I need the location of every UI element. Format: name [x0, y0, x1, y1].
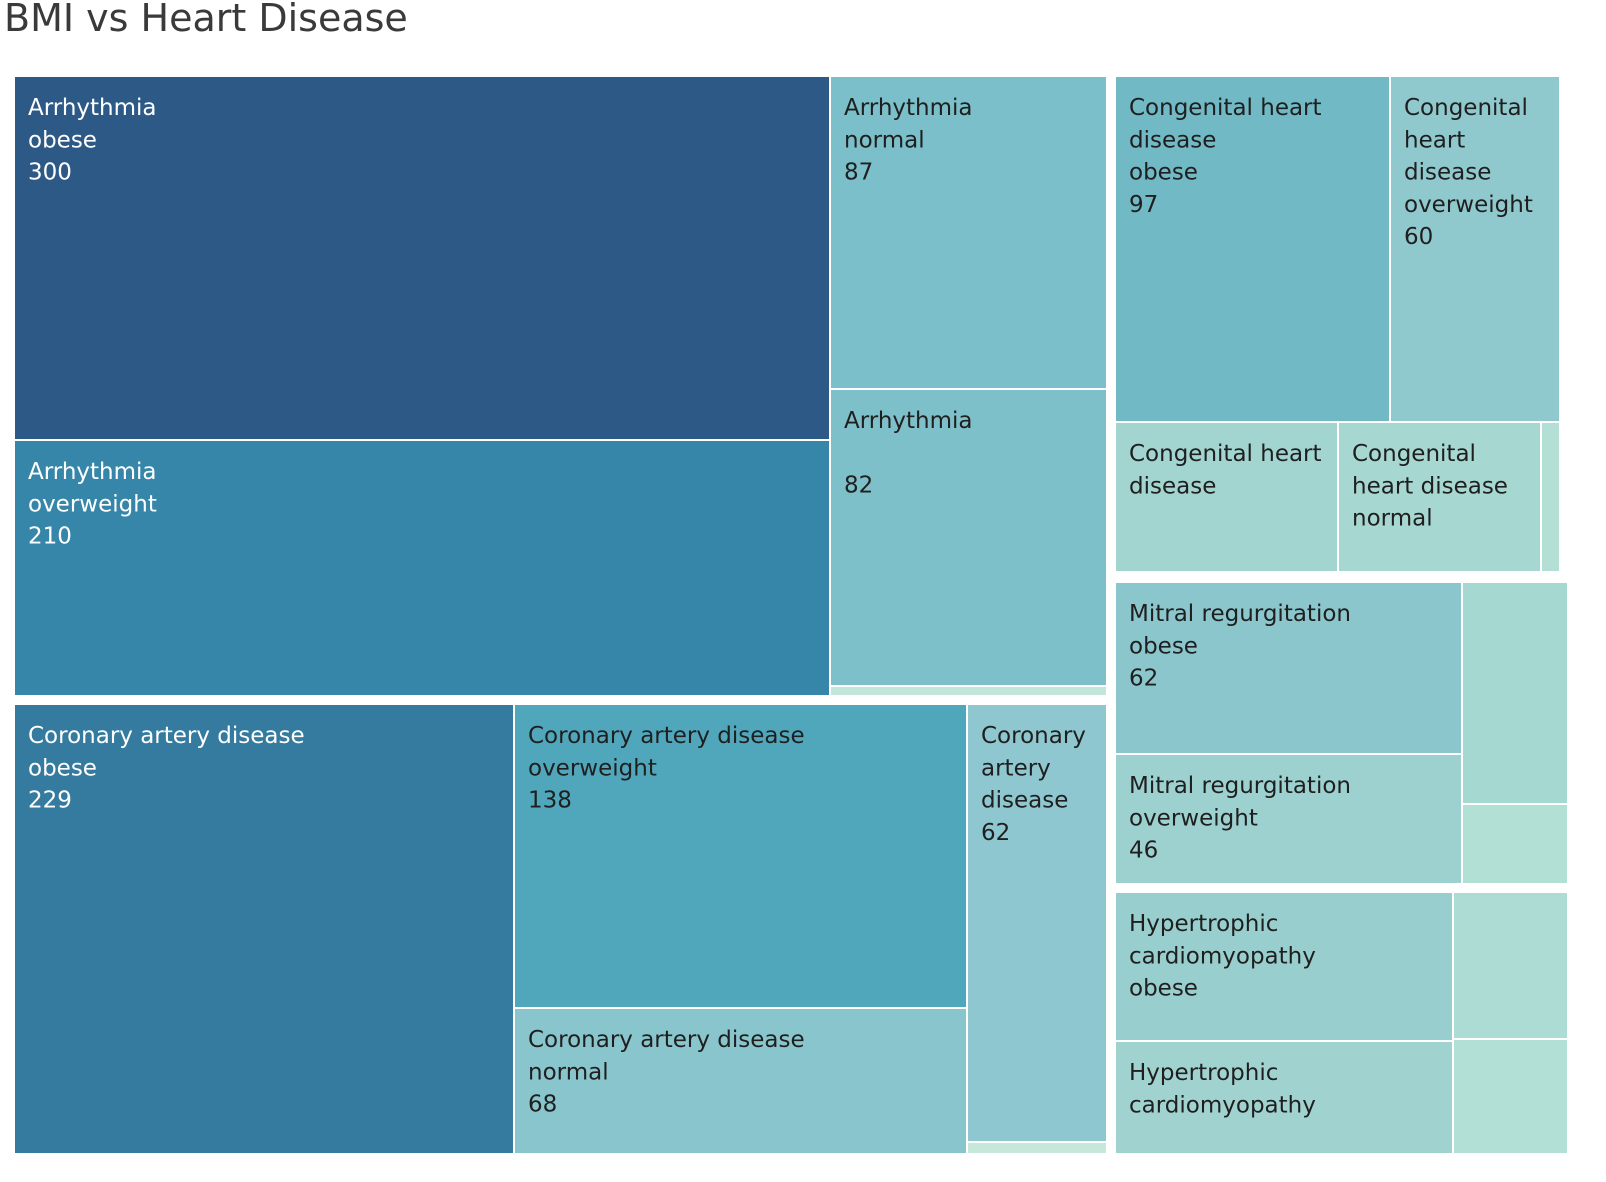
- tile-label: disease: [1404, 160, 1491, 186]
- tile-label: Arrhythmia: [844, 408, 973, 434]
- treemap-tile[interactable]: [1461, 581, 1569, 805]
- tile-label: Arrhythmia: [28, 95, 157, 121]
- treemap-tile[interactable]: [1452, 1038, 1569, 1155]
- tile-label: Congenital heart: [1129, 95, 1322, 121]
- tile-label: artery: [981, 755, 1051, 781]
- treemap-tile[interactable]: Congenital heart disease overweight 60: [1389, 75, 1561, 423]
- treemap-tile[interactable]: Hypertrophic cardiomyopathy obese: [1114, 891, 1454, 1042]
- tile-value: 229: [28, 788, 72, 814]
- tile-label: Coronary artery disease: [528, 1027, 805, 1053]
- treemap-rect[interactable]: [513, 1007, 968, 1155]
- treemap-tile[interactable]: Arrhythmia normal 87: [829, 75, 1108, 390]
- treemap-tile[interactable]: [966, 1141, 1108, 1155]
- tile-label: Congenital: [1352, 441, 1476, 467]
- tile-value: 62: [981, 820, 1010, 846]
- tile-label: Coronary: [981, 723, 1086, 749]
- tile-value: 87: [844, 160, 873, 186]
- treemap-tile[interactable]: Congenital heart disease normal: [1337, 421, 1542, 573]
- tile-value: 97: [1129, 192, 1158, 218]
- treemap-rect[interactable]: [1540, 421, 1561, 573]
- treemap-rect[interactable]: [1461, 581, 1569, 805]
- tile-value: 300: [28, 160, 72, 186]
- treemap-tile[interactable]: Congenital heart disease obese 97: [1114, 75, 1391, 423]
- tile-value: 82: [844, 473, 873, 499]
- treemap-tile[interactable]: Coronary artery disease overweight 138: [513, 703, 968, 1009]
- treemap-tile[interactable]: Mitral regurgitation overweight 46: [1114, 753, 1463, 885]
- treemap-tile[interactable]: [1461, 803, 1569, 885]
- treemap-tile[interactable]: Mitral regurgitation obese 62: [1114, 581, 1463, 755]
- tile-label: normal: [844, 127, 925, 153]
- tile-label: normal: [528, 1059, 609, 1085]
- tile-label: disease: [981, 788, 1068, 814]
- tile-label: obese: [28, 755, 97, 781]
- treemap-tile[interactable]: Coronary artery disease 62: [966, 703, 1108, 1143]
- tile-label: obese: [1129, 633, 1198, 659]
- tile-label: Congenital heart: [1129, 441, 1322, 467]
- tile-label: obese: [1129, 976, 1198, 1002]
- treemap-rect[interactable]: [1114, 753, 1463, 885]
- treemap-rect[interactable]: [13, 75, 831, 441]
- treemap-rect[interactable]: [1452, 1038, 1569, 1155]
- treemap-rect[interactable]: [829, 685, 1108, 697]
- tile-label: heart disease: [1352, 473, 1508, 499]
- chart-title: BMI vs Heart Disease: [4, 0, 408, 40]
- treemap-rect[interactable]: [966, 1141, 1108, 1155]
- tile-label: disease: [1129, 127, 1216, 153]
- treemap-tile[interactable]: Arrhythmia overweight 210: [13, 439, 831, 697]
- treemap-rect[interactable]: [1114, 891, 1454, 1042]
- treemap-rect[interactable]: [1114, 1040, 1454, 1155]
- tile-label: obese: [1129, 160, 1198, 186]
- tile-label: Coronary artery disease: [28, 723, 305, 749]
- tile-value: 68: [528, 1092, 557, 1118]
- tile-value: 210: [28, 524, 72, 550]
- treemap-tile[interactable]: Hypertrophic cardiomyopathy: [1114, 1040, 1454, 1155]
- tile-label: Hypertrophic: [1129, 911, 1278, 937]
- tile-label: Congenital: [1404, 95, 1528, 121]
- tile-label: Arrhythmia: [844, 95, 973, 121]
- tile-label: heart: [1404, 127, 1465, 153]
- treemap-rect[interactable]: [1114, 581, 1463, 755]
- treemap-rect[interactable]: [1461, 803, 1569, 885]
- tile-label: Mitral regurgitation: [1129, 601, 1351, 627]
- treemap-tile[interactable]: Congenital heart disease: [1114, 421, 1339, 573]
- treemap-tile[interactable]: Coronary artery disease normal 68: [513, 1007, 968, 1155]
- tile-label: cardiomyopathy: [1129, 1092, 1316, 1118]
- tile-label: cardiomyopathy: [1129, 943, 1316, 969]
- tile-label: Coronary artery disease: [528, 723, 805, 749]
- tile-value: 62: [1129, 666, 1158, 692]
- treemap-rect[interactable]: [829, 388, 1108, 687]
- tile-label: Arrhythmia: [28, 459, 157, 485]
- treemap-tile[interactable]: [1452, 891, 1569, 1040]
- treemap-rect[interactable]: [13, 703, 515, 1155]
- tile-label: overweight: [28, 491, 157, 517]
- treemap-rect[interactable]: [829, 75, 1108, 390]
- tile-value: 46: [1129, 838, 1158, 864]
- tile-label: disease: [1129, 473, 1216, 499]
- tile-value: 138: [528, 788, 572, 814]
- treemap-tile[interactable]: [1540, 421, 1561, 573]
- treemap-rect[interactable]: [1389, 75, 1561, 423]
- tile-label: normal: [1352, 506, 1433, 532]
- treemap-rect[interactable]: [1337, 421, 1542, 573]
- treemap-tile[interactable]: Arrhythmia obese 300: [13, 75, 831, 441]
- treemap-rect[interactable]: [1114, 421, 1339, 573]
- tile-label: overweight: [528, 755, 657, 781]
- treemap-rect[interactable]: [13, 439, 831, 697]
- tile-label: overweight: [1404, 192, 1533, 218]
- treemap-tile[interactable]: Arrhythmia 82: [829, 388, 1108, 687]
- tile-value: 60: [1404, 224, 1433, 250]
- treemap-rect[interactable]: [1452, 891, 1569, 1040]
- tile-label: overweight: [1129, 805, 1258, 831]
- tile-label: obese: [28, 127, 97, 153]
- tile-label: Mitral regurgitation: [1129, 773, 1351, 799]
- treemap-rect[interactable]: [513, 703, 968, 1009]
- tile-label: Hypertrophic: [1129, 1060, 1278, 1086]
- treemap-tile[interactable]: Coronary artery disease obese 229: [13, 703, 515, 1155]
- treemap-tile[interactable]: [829, 685, 1108, 697]
